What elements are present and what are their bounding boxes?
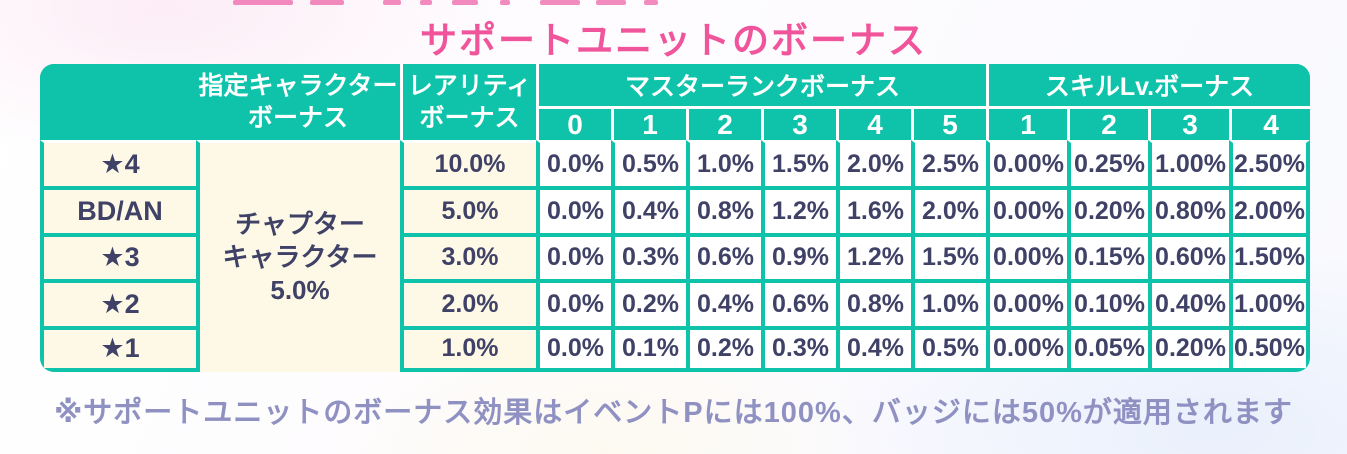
master-value: 0.2%	[611, 279, 686, 326]
skill-value: 0.10%	[1067, 279, 1148, 326]
skill-value: 0.15%	[1067, 232, 1148, 280]
skill-value: 1.00%	[1229, 279, 1310, 326]
header-master-rank-3: 3	[761, 106, 836, 140]
header-skill-level-bonus-group: スキルLv.ボーナス	[986, 64, 1310, 106]
master-value: 0.5%	[611, 140, 686, 187]
skill-value: 0.00%	[986, 279, 1067, 326]
skill-value: 0.00%	[986, 325, 1067, 372]
master-value: 0.4%	[611, 186, 686, 233]
master-value: 2.0%	[911, 186, 986, 233]
master-value: 0.0%	[536, 232, 611, 280]
master-value: 0.8%	[686, 186, 761, 233]
master-value: 0.0%	[536, 140, 611, 187]
skill-value: 0.80%	[1148, 186, 1229, 233]
header-master-rank-1: 1	[611, 106, 686, 140]
master-value: 0.0%	[536, 279, 611, 326]
skill-value: 0.05%	[1067, 325, 1148, 372]
skill-value: 0.20%	[1148, 325, 1229, 372]
master-value: 0.4%	[686, 279, 761, 326]
master-value: 0.4%	[836, 325, 911, 372]
skill-value: 0.50%	[1229, 325, 1310, 372]
header-skill-level-3: 3	[1148, 106, 1229, 140]
master-value: 2.5%	[911, 140, 986, 187]
skill-value: 0.00%	[986, 232, 1067, 280]
row-label-star4: ★4	[40, 140, 196, 187]
page-title: サポートユニットのボーナス	[420, 20, 927, 61]
row-label-bdan: BD/AN	[40, 186, 196, 233]
rarity-value: 5.0%	[400, 186, 536, 233]
master-value: 0.2%	[686, 325, 761, 372]
footnote: ※サポートユニットのボーナス効果はイベントPには100%、バッジには50%が適用…	[54, 397, 1293, 429]
master-value: 0.6%	[761, 279, 836, 326]
skill-value: 0.00%	[986, 186, 1067, 233]
header-master-rank-0: 0	[536, 106, 611, 140]
master-value: 1.5%	[911, 232, 986, 280]
header-skill-level-2: 2	[1067, 106, 1148, 140]
rarity-value: 3.0%	[400, 232, 536, 280]
header-master-rank-4: 4	[836, 106, 911, 140]
master-value: 0.3%	[611, 232, 686, 280]
row-label-star2: ★2	[40, 279, 196, 326]
skill-value: 0.20%	[1067, 186, 1148, 233]
master-value: 0.5%	[911, 325, 986, 372]
rarity-value: 2.0%	[400, 279, 536, 326]
master-value: 2.0%	[836, 140, 911, 187]
master-value: 0.0%	[536, 325, 611, 372]
corner-header-cell	[40, 64, 196, 140]
header-skill-level-4: 4	[1229, 106, 1310, 140]
master-value: 1.0%	[911, 279, 986, 326]
skill-value: 0.00%	[986, 140, 1067, 187]
rarity-value: 1.0%	[400, 325, 536, 372]
rarity-value: 10.0%	[400, 140, 536, 187]
header-designated-character-bonus: 指定キャラクター ボーナス	[196, 64, 400, 140]
header-rarity-bonus: レアリティ ボーナス	[400, 64, 536, 140]
header-master-rank-2: 2	[686, 106, 761, 140]
header-master-rank-5: 5	[911, 106, 986, 140]
master-value: 1.0%	[686, 140, 761, 187]
header-skill-level-1: 1	[986, 106, 1067, 140]
master-value: 0.8%	[836, 279, 911, 326]
skill-value: 1.00%	[1148, 140, 1229, 187]
master-value: 0.1%	[611, 325, 686, 372]
master-value: 0.6%	[686, 232, 761, 280]
master-value: 1.5%	[761, 140, 836, 187]
skill-value: 2.50%	[1229, 140, 1310, 187]
master-value: 1.6%	[836, 186, 911, 233]
skill-value: 0.60%	[1148, 232, 1229, 280]
master-value: 0.9%	[761, 232, 836, 280]
row-label-star1: ★1	[40, 325, 196, 372]
skill-value: 0.40%	[1148, 279, 1229, 326]
skill-value: 1.50%	[1229, 232, 1310, 280]
skill-value: 0.25%	[1067, 140, 1148, 187]
skill-value: 2.00%	[1229, 186, 1310, 233]
bonus-table: 指定キャラクター ボーナス レアリティ ボーナス マスターランクボーナス スキル…	[40, 64, 1310, 372]
row-label-star3: ★3	[40, 232, 196, 280]
master-value: 1.2%	[836, 232, 911, 280]
master-value: 0.3%	[761, 325, 836, 372]
designated-character-merged-cell: チャプター キャラクター 5.0%	[196, 140, 400, 372]
master-value: 0.0%	[536, 186, 611, 233]
master-value: 1.2%	[761, 186, 836, 233]
header-master-rank-bonus-group: マスターランクボーナス	[536, 64, 986, 106]
